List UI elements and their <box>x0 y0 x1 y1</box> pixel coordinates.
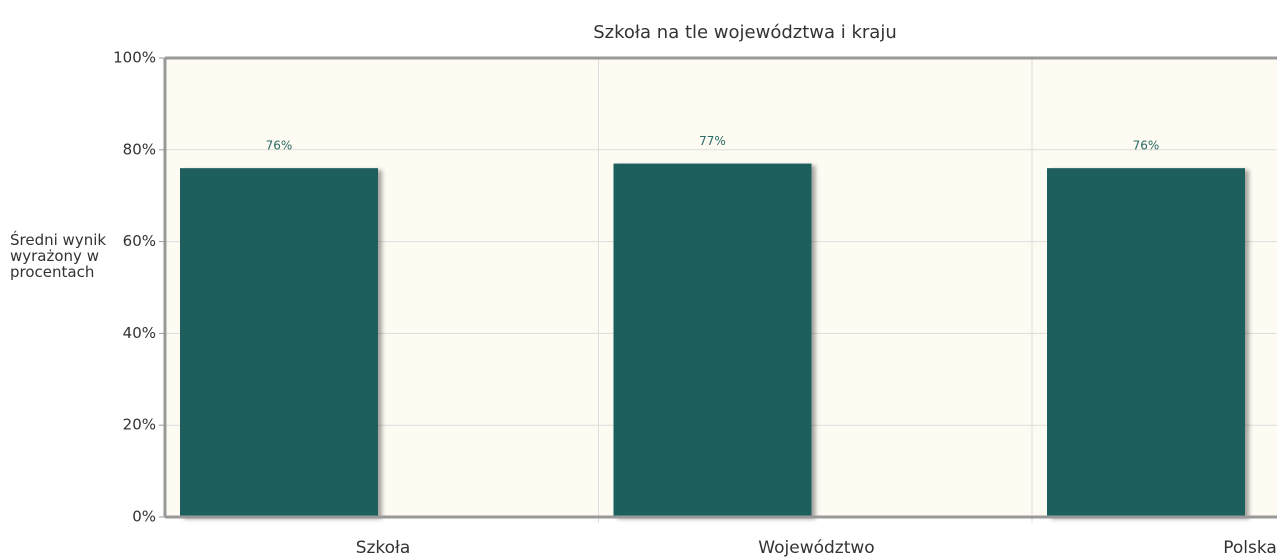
y-tick-label: 40% <box>123 324 156 342</box>
y-tick-label: 20% <box>123 416 156 434</box>
y-tick-label: 0% <box>132 508 156 526</box>
y-tick-label: 100% <box>113 49 156 67</box>
y-tick-label: 60% <box>123 232 156 250</box>
bar <box>180 168 378 517</box>
value-label: 76% <box>266 139 293 153</box>
value-label: 77% <box>699 134 726 148</box>
y-axis-label: Średni wynik wyrażony w procentach <box>10 231 107 281</box>
bar <box>1047 168 1245 517</box>
x-tick-label: Szkoła <box>356 538 411 558</box>
chart-title: Szkoła na tle województwa i kraju <box>593 22 897 43</box>
bar <box>613 163 812 517</box>
x-tick-label: Polska <box>1223 538 1277 558</box>
value-label: 76% <box>1133 139 1160 153</box>
x-tick-label: Województwo <box>758 538 874 558</box>
y-tick-label: 80% <box>123 140 156 158</box>
